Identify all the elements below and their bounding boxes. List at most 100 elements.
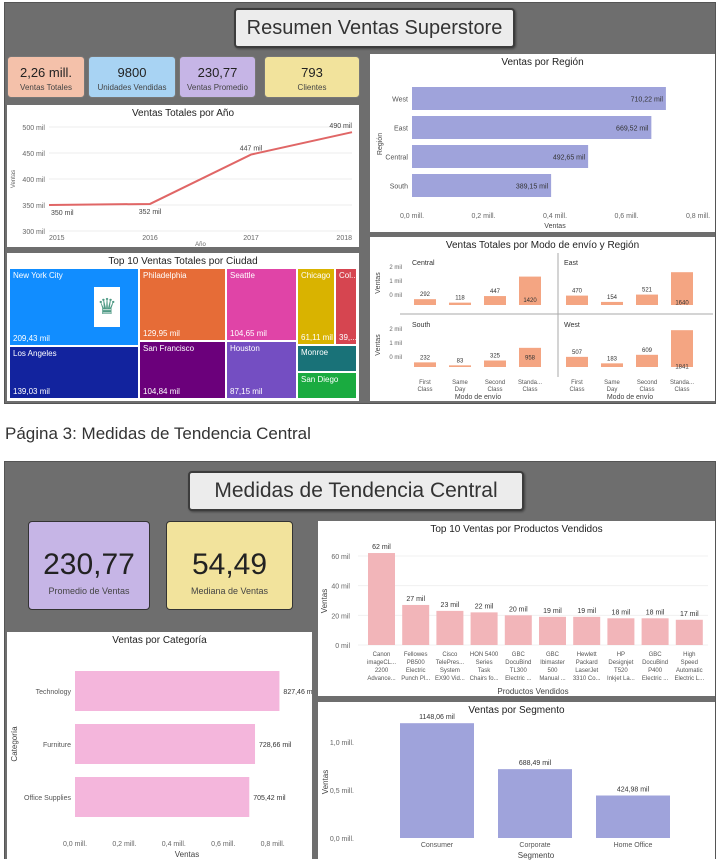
treemap-tile[interactable]: New York City 209,43 mil ♛ bbox=[9, 268, 139, 346]
ship-mode-chart-visual[interactable]: Ventas Totales por Modo de envío y Regió… bbox=[370, 237, 715, 401]
x-tick-label: First bbox=[419, 380, 431, 386]
year-chart-visual[interactable]: Ventas Totales por Año 500 mil 450 mil 400… bbox=[7, 105, 359, 248]
treemap-tile[interactable]: Col... 39,... bbox=[335, 268, 357, 345]
card-mediana-ventas[interactable]: 54,49 Mediana de Ventas bbox=[166, 521, 293, 610]
statue-of-liberty-icon: ♛ bbox=[94, 287, 120, 327]
card-label: Clientes bbox=[297, 83, 327, 92]
x-tick-label: Class bbox=[674, 387, 689, 393]
product-bar bbox=[368, 553, 395, 645]
product-bar bbox=[607, 618, 635, 645]
panel-title: West bbox=[564, 322, 580, 329]
city-treemap-visual[interactable]: Top 10 Ventas Totales por Ciudad New Yor… bbox=[7, 253, 359, 401]
panel-title: Central bbox=[412, 260, 435, 267]
category-chart-visual[interactable]: Ventas por Categoría Technology 827,46 mi… bbox=[7, 632, 316, 860]
x-tick-label: Electric ... bbox=[505, 676, 532, 682]
category-bar bbox=[75, 777, 250, 817]
x-tick-label: Standa... bbox=[670, 380, 694, 386]
treemap-tile[interactable]: San Francisco 104,84 mil bbox=[139, 341, 226, 399]
data-label: 19 mil bbox=[577, 608, 596, 615]
chart-title: Top 10 Ventas por Productos Vendidos bbox=[430, 524, 603, 535]
category-label: South bbox=[390, 184, 408, 191]
segment-bar bbox=[596, 795, 670, 838]
data-label: 1841 bbox=[675, 364, 689, 370]
category-label: Central bbox=[385, 155, 408, 162]
treemap-tile[interactable]: San Diego bbox=[297, 372, 357, 399]
x-tick-label: Electric bbox=[406, 668, 426, 674]
treemap-tile[interactable]: Seattle 104,65 mil bbox=[226, 268, 297, 341]
region-chart-visual[interactable]: Ventas por Región West 710,22 mil East 669,… bbox=[370, 54, 715, 232]
x-tick-label: LaserJet bbox=[575, 668, 598, 674]
x-axis-title: Ventas bbox=[175, 850, 199, 859]
ship-bar bbox=[671, 330, 693, 367]
y-tick-label: 40 mil bbox=[331, 584, 350, 591]
card-label: Promedio de Ventas bbox=[48, 586, 130, 596]
treemap-tile[interactable]: Los Angeles 139,03 mil bbox=[9, 346, 139, 399]
y-tick-label: 60 mil bbox=[331, 554, 350, 561]
data-label: 17 mil bbox=[680, 611, 699, 618]
region-bar-chart: West 710,22 mil East 669,52 mil Central 492,6… bbox=[377, 87, 710, 230]
segment-chart-visual[interactable]: Ventas por Segmento 1,0 mill. 0,5 mill. 0,… bbox=[318, 702, 715, 860]
ship-bar bbox=[601, 363, 623, 367]
data-label: 292 bbox=[420, 292, 431, 298]
x-tick-label: PB500 bbox=[407, 660, 426, 666]
x-tick-label: GBC bbox=[649, 652, 663, 658]
products-chart-visual[interactable]: Top 10 Ventas por Productos Vendidos 60 … bbox=[318, 521, 715, 696]
product-bar bbox=[573, 616, 601, 645]
x-tick-label: Advance... bbox=[367, 676, 396, 682]
x-tick-label: TL300 bbox=[510, 668, 528, 674]
x-tick-label: Class bbox=[417, 387, 432, 393]
ship-mode-small-multiples: Central 292 118 447 1420 2 mil 1 mil 0 mil Venta… bbox=[375, 253, 713, 401]
card-ventas-promedio[interactable]: 230,77 Ventas Promedio bbox=[179, 56, 256, 98]
x-tick-label: 0,0 mill. bbox=[63, 841, 87, 848]
x-tick-label: 500 bbox=[547, 668, 558, 674]
city-treemap: New York City 209,43 mil ♛ Los Angeles 139,0… bbox=[9, 268, 357, 399]
data-label: 20 mil bbox=[509, 606, 528, 613]
y-tick-label: 0 mil bbox=[335, 643, 350, 650]
x-tick-label: Second bbox=[637, 380, 657, 386]
page-3-title-text: Medidas de Tendencia Central bbox=[214, 479, 498, 502]
treemap-tile[interactable]: Houston 87,15 mil bbox=[226, 341, 297, 399]
x-tick-label: Class bbox=[569, 387, 584, 393]
category-bar bbox=[75, 671, 280, 711]
ship-bar bbox=[636, 354, 658, 367]
data-label: 325 bbox=[490, 354, 501, 360]
x-tick-label: Same bbox=[604, 380, 620, 386]
treemap-tile[interactable]: Chicago 61,11 mil bbox=[297, 268, 335, 345]
x-tick-label: DocuBind bbox=[642, 660, 668, 666]
x-axis-title: Productos Vendidos bbox=[497, 687, 568, 696]
x-tick-label: 0,8 mill. bbox=[686, 213, 710, 220]
data-label: 22 mil bbox=[475, 603, 494, 610]
card-value: 230,77 bbox=[197, 65, 238, 80]
y-tick-label: 2 mil bbox=[389, 327, 402, 333]
x-tick-label: System bbox=[440, 668, 460, 674]
x-tick-label: Electric ... bbox=[642, 676, 669, 682]
x-axis-title: Ventas bbox=[544, 223, 566, 230]
region-bar bbox=[412, 145, 589, 168]
x-tick-label: GBC bbox=[512, 652, 526, 658]
ship-bar bbox=[449, 365, 471, 367]
data-label: 424,98 mil bbox=[617, 787, 650, 794]
card-clientes[interactable]: 793 Clientes bbox=[264, 56, 360, 98]
category-label: Furniture bbox=[43, 742, 71, 749]
x-tick-label: 3310 Co... bbox=[573, 676, 601, 682]
panel-title: East bbox=[564, 260, 578, 267]
ship-bar bbox=[566, 295, 588, 305]
y-tick-label: 500 mil bbox=[22, 125, 45, 132]
treemap-tile[interactable]: Philadelphia 129,95 mil bbox=[139, 268, 226, 341]
city-name: Chicago bbox=[301, 271, 331, 280]
treemap-tile[interactable]: Monroe bbox=[297, 345, 357, 372]
x-tick-label: 0,2 mill. bbox=[112, 841, 136, 848]
x-tick-label: Home Office bbox=[614, 842, 653, 849]
chart-title: Ventas por Segmento bbox=[468, 705, 565, 716]
data-label: 27 mil bbox=[406, 596, 425, 603]
page-1-title: Resumen Ventas Superstore bbox=[234, 8, 515, 48]
year-line-chart: 500 mil 450 mil 400 mil 350 mil 300 mil 350 m… bbox=[11, 123, 352, 248]
city-name: Houston bbox=[230, 344, 260, 353]
data-label: 350 mil bbox=[51, 210, 74, 217]
data-label: 183 bbox=[607, 356, 618, 362]
card-unidades-vendidas[interactable]: 9800 Unidades Vendidas bbox=[88, 56, 176, 98]
card-ventas-totales[interactable]: 2,26 mill. Ventas Totales bbox=[7, 56, 85, 98]
card-label: Unidades Vendidas bbox=[97, 83, 167, 92]
city-name: New York City bbox=[13, 271, 63, 280]
card-promedio-ventas[interactable]: 230,77 Promedio de Ventas bbox=[28, 521, 150, 610]
